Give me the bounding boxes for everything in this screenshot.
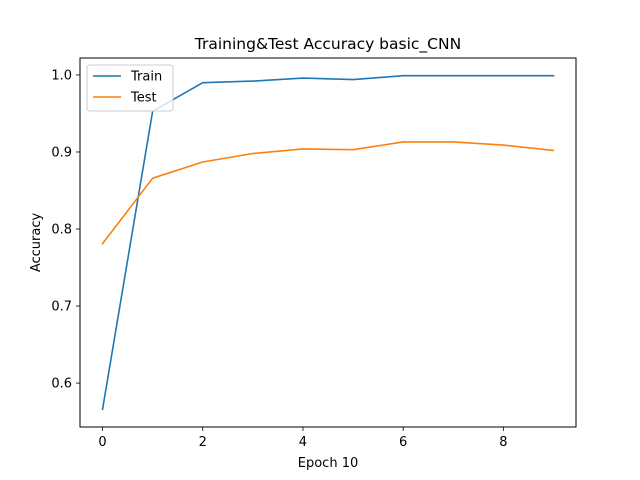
legend-label-test: Test (130, 91, 157, 106)
y-tick-label: 0.6 (51, 377, 72, 392)
chart-title: Training&Test Accuracy basic_CNN (194, 35, 461, 54)
y-tick-label: 0.7 (51, 300, 72, 315)
y-tick-label: 0.8 (51, 223, 72, 238)
x-tick-label: 8 (499, 435, 507, 450)
y-axis-title: Accuracy (29, 213, 44, 273)
legend: Train Test (86, 64, 174, 112)
series-layer (101, 74, 555, 411)
y-tick-label: 0.9 (51, 145, 72, 160)
x-tick-label: 0 (98, 435, 106, 450)
plot-frame (79, 57, 577, 428)
x-tick-label: 2 (199, 435, 207, 450)
series-line-test (101, 141, 555, 245)
series-line-train (101, 74, 555, 411)
x-tick-label: 4 (299, 435, 307, 450)
x-tick-label: 6 (399, 435, 407, 450)
x-axis-title: Epoch 10 (298, 456, 358, 471)
legend-label-train: Train (130, 70, 162, 85)
ticks-layer: 0 2 4 6 8 0.6 0.7 0.8 0.9 1.0 (51, 68, 507, 450)
y-tick-label: 1.0 (51, 68, 72, 83)
